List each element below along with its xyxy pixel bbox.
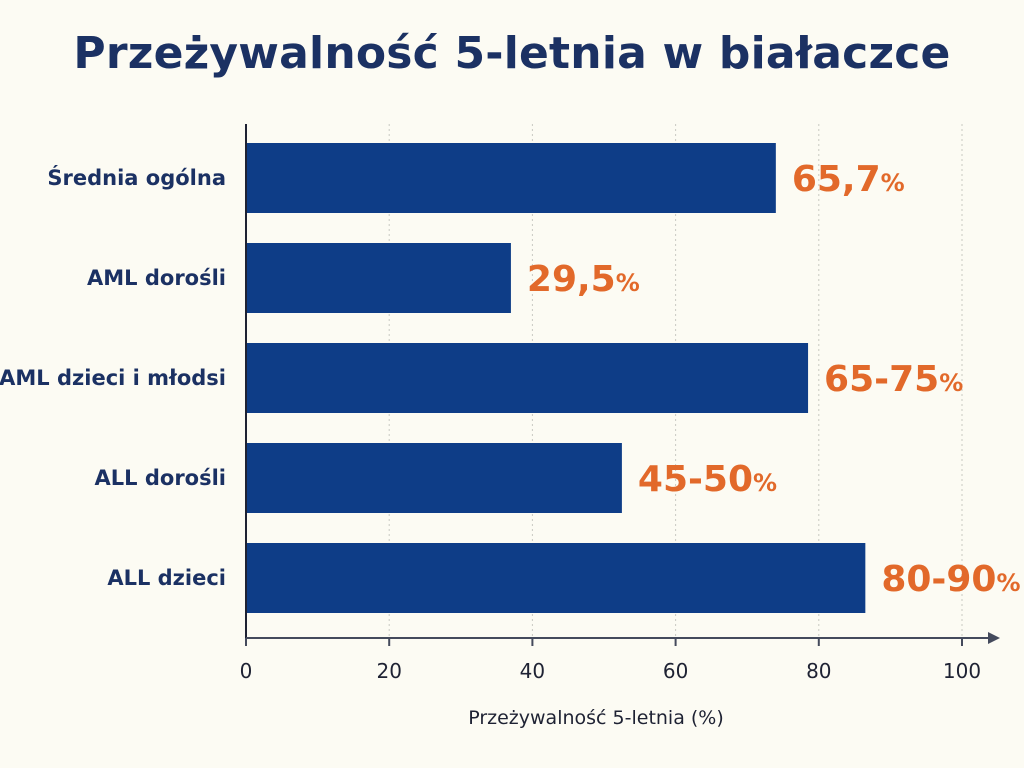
category-labels: Średnia ogólna AML dorośli AML dzieci i mł… — [0, 165, 226, 590]
bar — [247, 543, 866, 613]
category-label: ALL dorośli — [95, 466, 226, 490]
data-label: 65-75% — [824, 359, 963, 400]
value-labels: 65,7% 29,5% 65-75% 45-50% 80-90% — [527, 159, 1021, 600]
category-label: AML dorośli — [87, 266, 226, 290]
axes — [245, 124, 1000, 644]
data-label: 45-50% — [638, 459, 777, 500]
x-tick-label: 20 — [376, 659, 401, 683]
x-tick-label: 40 — [520, 659, 545, 683]
x-tick-label: 100 — [943, 659, 981, 683]
category-label: ALL dzieci — [107, 566, 226, 590]
x-ticks: 0 20 40 60 80 100 — [240, 638, 981, 683]
category-label: Średnia ogólna — [47, 165, 226, 190]
bar — [247, 243, 511, 313]
x-axis-arrow-icon — [988, 632, 1000, 644]
bars — [247, 143, 866, 613]
x-tick-label: 0 — [240, 659, 253, 683]
data-label: 29,5% — [527, 259, 640, 300]
data-label: 65,7% — [792, 159, 905, 200]
bar — [247, 143, 776, 213]
bar — [247, 343, 809, 413]
bar — [247, 443, 622, 513]
x-tick-label: 60 — [663, 659, 688, 683]
data-label: 80-90% — [881, 559, 1020, 600]
x-axis-label: Przeżywalność 5-letnia (%) — [468, 707, 724, 729]
chart-title: Przeżywalność 5-letnia w białaczce — [73, 28, 951, 79]
category-label: AML dzieci i młodsi — [0, 366, 226, 390]
x-tick-label: 80 — [806, 659, 831, 683]
